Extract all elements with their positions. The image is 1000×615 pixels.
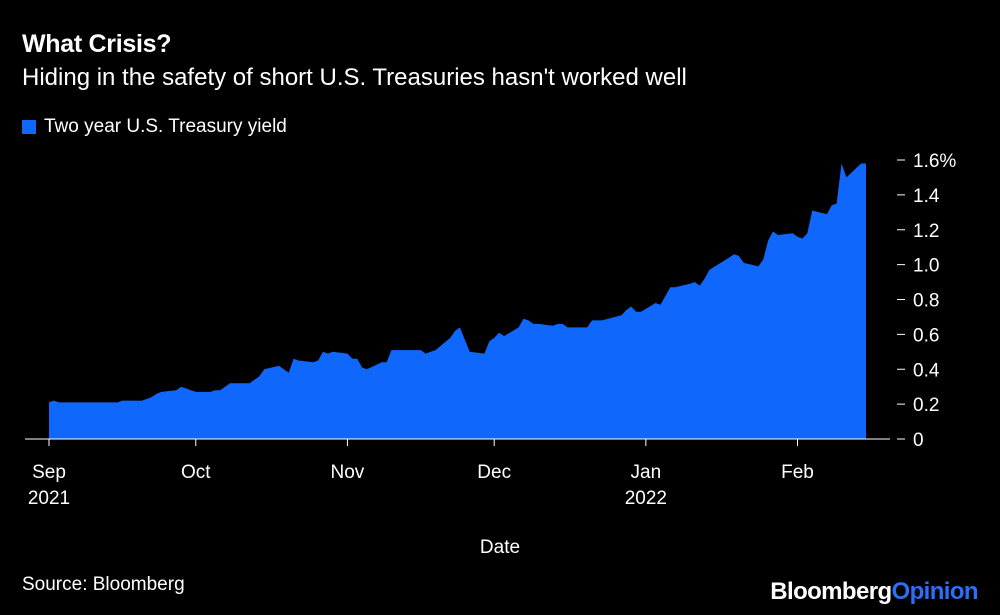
legend-swatch [22,120,36,134]
y-tick-label-5: 1.0 [913,256,939,277]
chart-subtitle: Hiding in the safety of short U.S. Treas… [22,64,687,91]
brand-accent: Opinion [891,578,979,605]
y-tick-label-2: 0.4 [913,360,940,381]
y-tick-label-1: 0.2 [913,395,939,416]
x-tick-label-5: Feb [781,462,814,483]
x-tick-sublabel-0: 2021 [28,488,70,509]
legend: Two year U.S. Treasury yield [22,116,287,138]
area-series-0 [49,163,866,439]
brand-logo: BloombergOpinion [770,578,978,606]
y-tick-label-4: 0.8 [913,291,939,312]
brand-main: Bloomberg [770,578,892,605]
x-axis-title: Date [480,537,520,558]
y-tick-label-8: 1.6% [913,151,956,172]
legend-label: Two year U.S. Treasury yield [44,116,287,137]
y-tick-label-6: 1.2 [913,221,939,242]
y-tick-label-3: 0.6 [913,325,939,346]
x-tick-label-1: Oct [181,462,211,483]
source-note: Source: Bloomberg [22,574,185,595]
x-tick-label-0: Sep [32,462,66,483]
x-tick-sublabel-4: 2022 [625,488,667,509]
chart-title: What Crisis? [22,30,172,58]
x-tick-label-2: Nov [331,462,365,483]
x-tick-label-4: Jan [631,462,662,483]
y-tick-label-0: 0 [913,430,924,451]
y-tick-label-7: 1.4 [913,186,940,207]
x-tick-label-3: Dec [477,462,511,483]
